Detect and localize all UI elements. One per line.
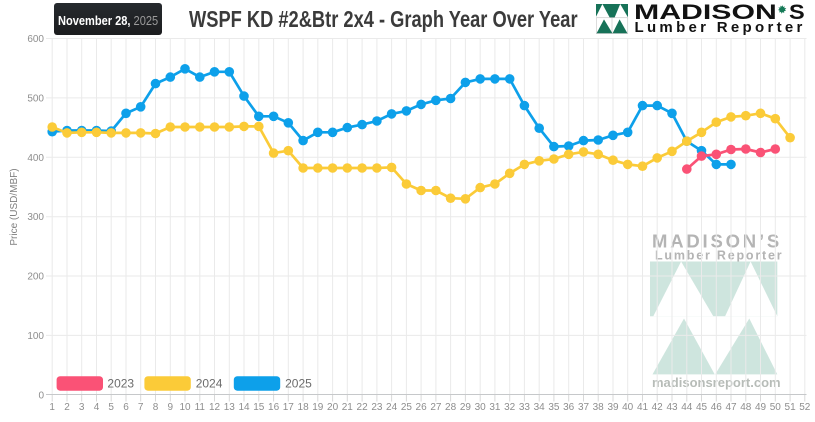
svg-text:10: 10 (179, 402, 191, 413)
svg-text:23: 23 (371, 402, 383, 413)
svg-text:8: 8 (153, 402, 159, 413)
svg-text:14: 14 (238, 402, 250, 413)
svg-text:32: 32 (504, 402, 516, 413)
svg-text:2024: 2024 (196, 377, 223, 391)
svg-text:28: 28 (445, 402, 457, 413)
svg-text:39: 39 (607, 402, 619, 413)
svg-text:6: 6 (123, 402, 129, 413)
svg-text:37: 37 (578, 402, 590, 413)
svg-text:25: 25 (401, 402, 413, 413)
svg-text:47: 47 (725, 402, 737, 413)
svg-text:600: 600 (27, 34, 44, 45)
svg-text:48: 48 (740, 402, 752, 413)
svg-text:52: 52 (799, 402, 811, 413)
svg-text:3: 3 (79, 402, 85, 413)
svg-text:18: 18 (298, 402, 310, 413)
svg-text:2: 2 (64, 402, 70, 413)
svg-text:33: 33 (519, 402, 531, 413)
svg-text:21: 21 (342, 402, 354, 413)
svg-text:22: 22 (357, 402, 369, 413)
svg-text:24: 24 (386, 402, 398, 413)
svg-text:5: 5 (108, 402, 114, 413)
svg-text:40: 40 (622, 402, 634, 413)
svg-text:Lumber Reporter: Lumber Reporter (655, 249, 783, 263)
svg-text:51: 51 (785, 402, 797, 413)
svg-text:29: 29 (460, 402, 472, 413)
svg-text:30: 30 (475, 402, 487, 413)
svg-text:16: 16 (268, 402, 280, 413)
svg-text:50: 50 (770, 402, 782, 413)
svg-text:44: 44 (681, 402, 693, 413)
svg-text:500: 500 (27, 93, 44, 104)
svg-text:2025: 2025 (285, 377, 312, 391)
svg-text:46: 46 (711, 402, 723, 413)
svg-text:300: 300 (27, 212, 44, 223)
svg-text:45: 45 (696, 402, 708, 413)
svg-text:41: 41 (637, 402, 649, 413)
svg-text:27: 27 (430, 402, 442, 413)
svg-text:MADISON’S: MADISON’S (652, 231, 782, 252)
svg-text:Price (USD/MBF): Price (USD/MBF) (9, 168, 20, 245)
svg-text:20: 20 (327, 402, 339, 413)
svg-text:49: 49 (755, 402, 767, 413)
svg-text:26: 26 (416, 402, 428, 413)
svg-text:42: 42 (652, 402, 664, 413)
svg-text:34: 34 (534, 402, 546, 413)
svg-text:7: 7 (138, 402, 144, 413)
svg-text:35: 35 (548, 402, 560, 413)
svg-text:12: 12 (209, 402, 221, 413)
svg-text:43: 43 (666, 402, 678, 413)
svg-text:400: 400 (27, 153, 44, 164)
svg-text:15: 15 (253, 402, 265, 413)
svg-text:0: 0 (38, 390, 44, 401)
svg-text:17: 17 (283, 402, 295, 413)
svg-text:19: 19 (312, 402, 324, 413)
svg-text:9: 9 (168, 402, 174, 413)
svg-text:13: 13 (224, 402, 236, 413)
svg-text:38: 38 (593, 402, 605, 413)
svg-text:200: 200 (27, 272, 44, 283)
svg-text:2023: 2023 (107, 377, 134, 391)
svg-text:100: 100 (27, 331, 44, 342)
svg-text:36: 36 (563, 402, 575, 413)
svg-text:1: 1 (49, 402, 55, 413)
svg-text:11: 11 (195, 402, 206, 413)
svg-text:4: 4 (94, 402, 100, 413)
svg-text:31: 31 (489, 402, 501, 413)
